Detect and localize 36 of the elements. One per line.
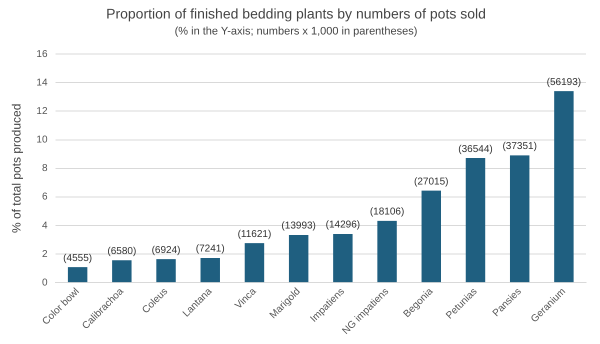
- y-tick-label: 0: [42, 277, 48, 288]
- bar: [422, 190, 442, 282]
- annotation: (36544): [458, 144, 493, 155]
- bar: [200, 258, 220, 282]
- chart-subtitle: (% in the Y-axis; numbers x 1,000 in parentheses): [174, 25, 418, 38]
- y-tick-label: 16: [36, 48, 48, 60]
- y-tick-label: 6: [42, 192, 48, 203]
- y-tick-label: 8: [42, 163, 48, 174]
- bar: [510, 155, 530, 282]
- annotation: (56193): [546, 76, 582, 88]
- bar: [554, 91, 574, 282]
- y-tick-label: 2: [42, 248, 48, 260]
- y-axis-title: % of total pots produced: [10, 104, 24, 234]
- bar: [288, 234, 308, 282]
- bar: [377, 220, 397, 282]
- y-tick-label: 14: [36, 77, 48, 88]
- y-tick-label: 4: [42, 220, 48, 232]
- chart-title: Proportion of finished bedding plants by numbers of pots sold: [106, 5, 486, 22]
- bar: [68, 267, 88, 282]
- annotation: (27015): [414, 176, 449, 188]
- bar: [112, 260, 132, 282]
- annotation: (7241): [196, 244, 225, 255]
- annotation: (13993): [281, 220, 316, 232]
- annotation: (11621): [238, 228, 272, 240]
- annotation: (18106): [370, 206, 404, 218]
- bar: [156, 259, 176, 282]
- bar: [466, 158, 486, 282]
- annotation: (6924): [152, 244, 180, 256]
- annotation: (6580): [107, 246, 136, 257]
- y-tick-label: 10: [36, 134, 48, 146]
- bar: [244, 243, 264, 282]
- bar: [333, 234, 353, 282]
- annotation: (14296): [326, 220, 360, 231]
- annotation: (37351): [502, 141, 537, 152]
- y-tick-label: 12: [36, 106, 48, 117]
- annotation: (4555): [63, 252, 92, 264]
